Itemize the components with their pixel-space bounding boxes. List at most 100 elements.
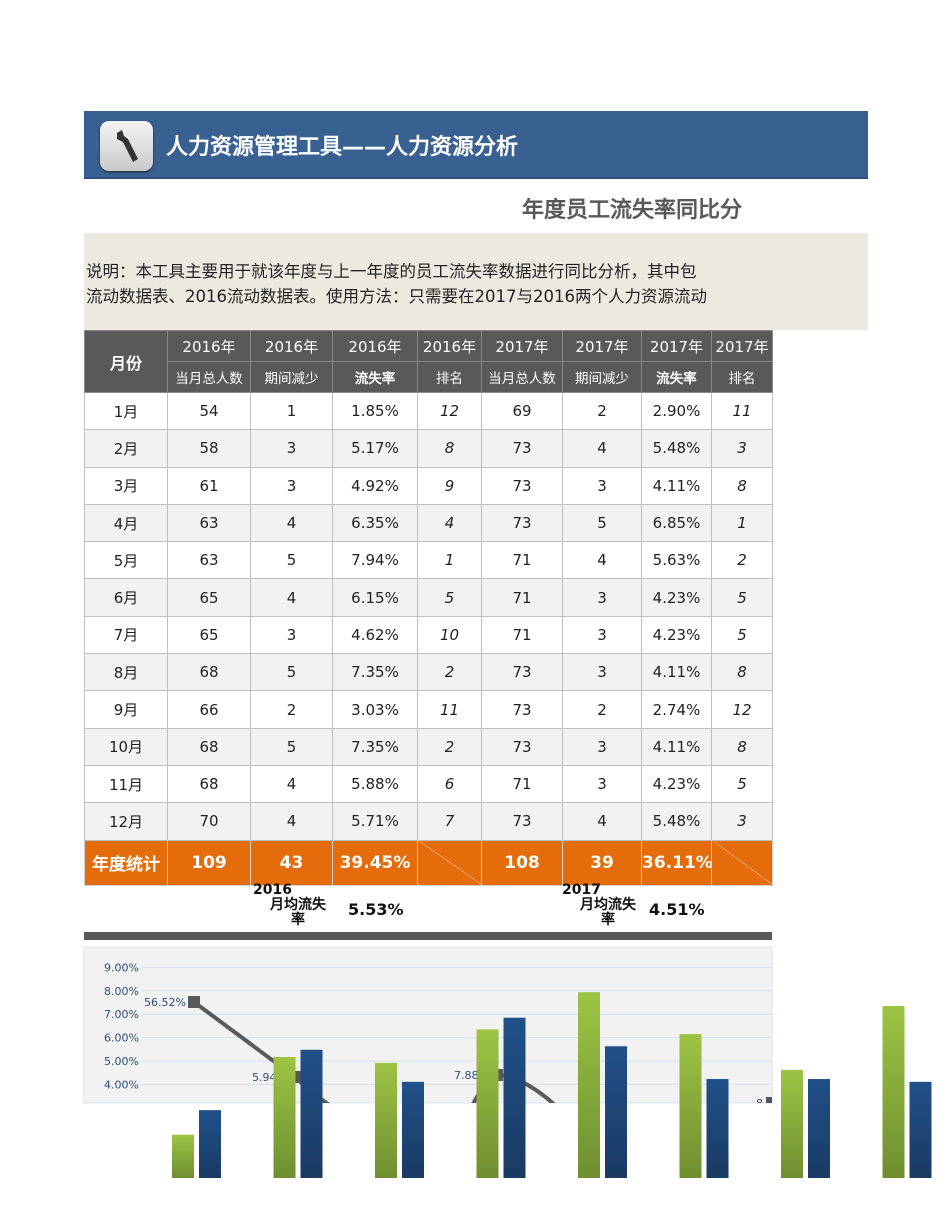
- table-cell: 3: [711, 429, 773, 468]
- total-cell: 39: [562, 839, 642, 886]
- table-cell: 5.48%: [641, 802, 712, 841]
- table-cell: 10: [417, 615, 482, 655]
- table-cell: 4.23%: [641, 578, 712, 617]
- total-cell: [417, 839, 482, 886]
- table-cell: 5: [250, 727, 333, 766]
- table-cell: 73: [481, 653, 563, 692]
- table-cell: 73: [481, 466, 563, 505]
- table-cell: 9月: [84, 690, 168, 729]
- avg-2017-value: 4.51%: [649, 900, 705, 919]
- table-cell: 4月: [84, 503, 168, 543]
- bar-2016-2月: [273, 1057, 296, 1178]
- table-cell: 2: [417, 653, 482, 692]
- growth-marker: [188, 996, 200, 1008]
- bar-2016-6月: [679, 1034, 702, 1178]
- table-row: 8月 68 5 7.35% 2 73 3 4.11% 8: [84, 653, 773, 692]
- table-cell: 10月: [84, 727, 168, 766]
- turnover-table: 月份 2016年 2016年 2016年 2016年 2017年 2017年 2017年 20…: [84, 330, 773, 886]
- table-cell: 5: [711, 578, 773, 617]
- bar-2017-5月: [605, 1046, 627, 1178]
- total-cell: 39.45%: [332, 839, 418, 886]
- page-subtitle: 年度员工流失率同比分: [522, 198, 743, 223]
- table-cell: 2月: [84, 429, 168, 468]
- table-cell: 4.92%: [332, 466, 418, 505]
- description-box: 说明：本工具主要用于就该年度与上一年度的员工流失率数据进行同比分析，其中包 流动…: [84, 233, 868, 330]
- table-cell: 73: [481, 429, 563, 468]
- table-row: 1月 54 1 1.85% 12 69 2 2.90% 11: [84, 391, 773, 431]
- total-cell: 年度统计: [84, 839, 168, 886]
- total-cell: 109: [167, 839, 251, 886]
- section-divider: [84, 932, 772, 940]
- table-row: 10月 68 5 7.35% 2 73 3 4.11% 8: [84, 727, 773, 766]
- header-banner: 人力资源管理工具——人力资源分析: [84, 111, 868, 179]
- table-cell: 2: [417, 727, 482, 766]
- bar-2017-8月: [909, 1081, 932, 1178]
- table-cell: 6.35%: [332, 503, 418, 543]
- table-cell: 5.48%: [641, 429, 712, 468]
- total-cell: [711, 839, 773, 886]
- table-cell: 4: [562, 802, 642, 841]
- bar-2016-3月: [375, 1062, 397, 1178]
- table-cell: 4.11%: [641, 653, 712, 692]
- year-header: 2017年: [711, 330, 773, 362]
- growth-label: -8.4: [752, 1097, 773, 1110]
- avg-2017-label: 2017 月均流失率: [562, 882, 636, 928]
- column-header: 期间减少: [562, 361, 642, 393]
- table-cell: 65: [167, 578, 251, 617]
- table-cell: 1月: [84, 391, 168, 431]
- table-cell: 8: [711, 466, 773, 505]
- table-cell: 4: [562, 541, 642, 580]
- table-cell: 8: [711, 727, 773, 766]
- table-cell: 73: [481, 802, 563, 841]
- bar-2016-7月: [781, 1069, 803, 1178]
- table-cell: 70: [167, 802, 251, 841]
- bar-2017-6月: [706, 1079, 729, 1178]
- table-cell: 3: [711, 802, 773, 841]
- table-cell: 9: [417, 466, 482, 505]
- y-tick-label: 9.00%: [104, 961, 139, 974]
- y-tick-label: 8.00%: [104, 985, 139, 998]
- table-cell: 68: [167, 653, 251, 692]
- table-cell: 6.15%: [332, 578, 418, 617]
- table-row: 9月 66 2 3.03% 11 73 2 2.74% 12: [84, 690, 773, 729]
- table-cell: 8月: [84, 653, 168, 692]
- total-cell: 36.11%: [641, 839, 712, 886]
- bar-2017-4月: [503, 1017, 526, 1178]
- description-line: 流动数据表、2016流动数据表。使用方法：只需要在2017与2016两个人力资源…: [86, 287, 707, 306]
- bar-2016-4月: [476, 1029, 499, 1178]
- table-cell: 4: [562, 429, 642, 468]
- table-cell: 69: [481, 391, 563, 431]
- table-cell: 3: [562, 578, 642, 617]
- column-header: 当月总人数: [481, 361, 563, 393]
- bar-2017-7月: [808, 1079, 830, 1178]
- app-title: 人力资源管理工具——人力资源分析: [166, 135, 519, 160]
- table-cell: 4: [250, 503, 333, 543]
- table-cell: 2: [711, 541, 773, 580]
- table-cell: 61: [167, 466, 251, 505]
- month-header: 月份: [84, 330, 168, 393]
- table-cell: 5月: [84, 541, 168, 580]
- total-cell: 43: [250, 839, 333, 886]
- table-cell: 71: [481, 578, 563, 617]
- avg-2016-value: 5.53%: [348, 900, 404, 919]
- year-header: 2017年: [641, 330, 712, 362]
- table-cell: 6: [417, 764, 482, 804]
- table-cell: 5: [562, 503, 642, 543]
- table-cell: 8: [417, 429, 482, 468]
- table-row: 3月 61 3 4.92% 9 73 3 4.11% 8: [84, 466, 773, 505]
- bar-2016-8月: [882, 1006, 905, 1178]
- table-cell: 5: [417, 578, 482, 617]
- table-cell: 1: [711, 503, 773, 543]
- table-row: 11月 68 4 5.88% 6 71 3 4.23% 5: [84, 764, 773, 804]
- table-cell: 12月: [84, 802, 168, 841]
- table-cell: 7: [417, 802, 482, 841]
- table-cell: 3: [562, 466, 642, 505]
- growth-label: 56.52%: [144, 996, 186, 1009]
- table-cell: 5: [711, 615, 773, 655]
- table-cell: 3: [562, 653, 642, 692]
- table-cell: 11: [711, 391, 773, 431]
- table-cell: 6.85%: [641, 503, 712, 543]
- bar-2017-2月: [300, 1049, 323, 1178]
- table-cell: 4: [250, 764, 333, 804]
